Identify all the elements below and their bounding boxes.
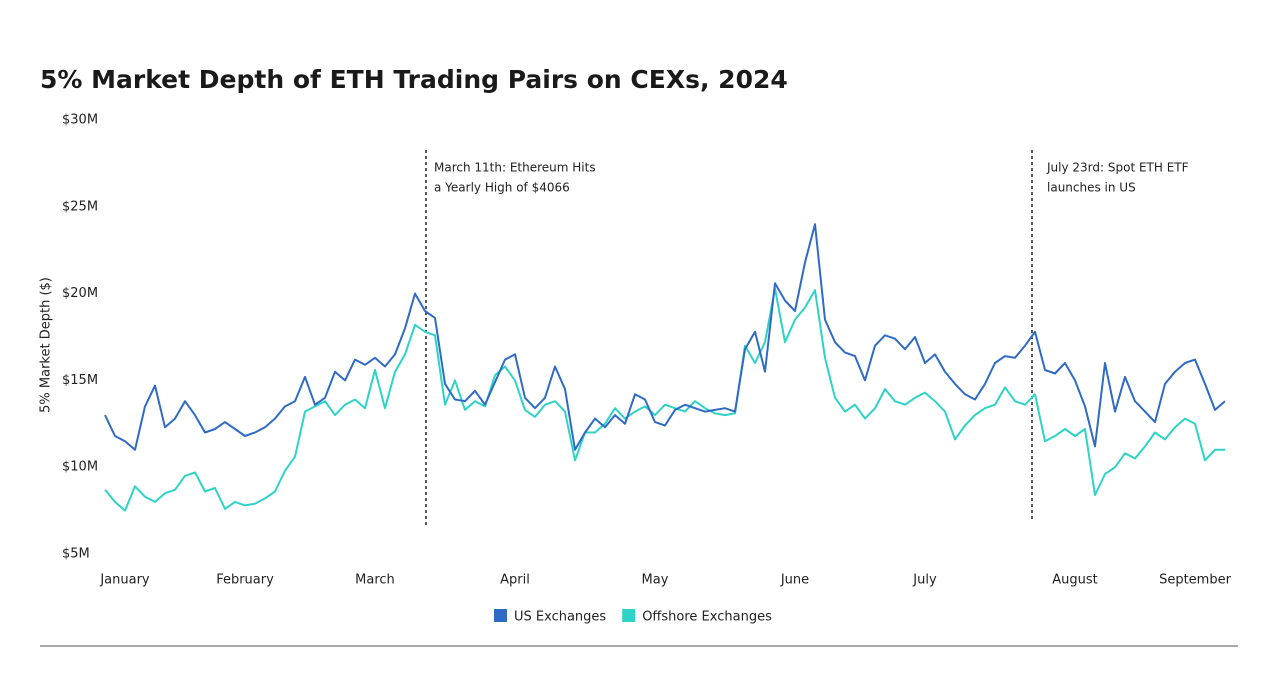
x-tick-label: March (355, 573, 395, 588)
y-tick-label: $25M (62, 199, 98, 214)
y-tick-label: $30M (62, 113, 98, 128)
chart-title: 5% Market Depth of ETH Trading Pairs on … (40, 65, 788, 94)
y-tick-label: $10M (62, 460, 98, 475)
x-tick-label: February (216, 573, 274, 588)
y-tick-label: $15M (62, 373, 98, 388)
series-line (104, 223, 1226, 451)
x-tick-label: January (99, 573, 150, 588)
x-tick-label: May (642, 573, 669, 588)
x-tick-label: July (912, 573, 937, 588)
x-tick-label: September (1159, 573, 1232, 588)
legend-label: Offshore Exchanges (642, 610, 772, 625)
legend-label: US Exchanges (514, 610, 606, 625)
series-line (104, 287, 1225, 512)
annotation-text: March 11th: Ethereum Hits (434, 161, 596, 175)
y-tick-label: $5M (62, 547, 90, 562)
legend-swatch (622, 609, 636, 622)
x-tick-label: June (780, 573, 809, 588)
annotation-text: July 23rd: Spot ETH ETF (1046, 161, 1189, 175)
legend-swatch (494, 609, 507, 622)
y-tick-label: $20M (62, 286, 98, 301)
x-tick-label: April (500, 573, 530, 588)
annotation-text: a Yearly High of $4066 (434, 181, 570, 195)
annotation-text: launches in US (1047, 181, 1136, 195)
x-tick-label: August (1052, 573, 1098, 588)
y-axis-label: 5% Market Depth ($) (39, 277, 54, 413)
